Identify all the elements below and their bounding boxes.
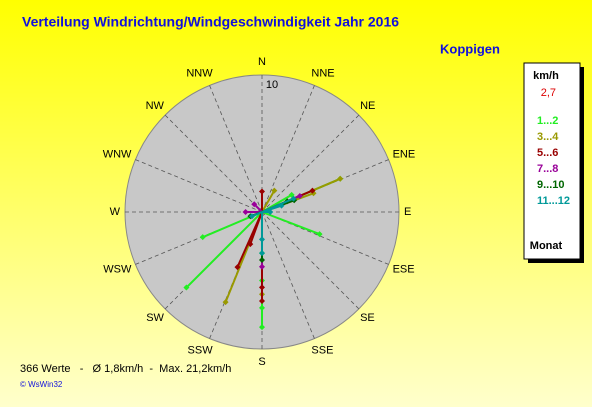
direction-label: NNW bbox=[186, 67, 213, 79]
point bbox=[183, 284, 190, 291]
direction-label: E bbox=[404, 206, 411, 218]
point bbox=[271, 187, 278, 194]
point bbox=[248, 213, 255, 220]
point bbox=[337, 175, 344, 182]
footer-stats: 366 Werte - Ø 1,8km/h - Max. 21,2km/h bbox=[20, 363, 231, 375]
legend-footer: Monat bbox=[530, 240, 563, 252]
spoke bbox=[261, 85, 315, 213]
point bbox=[290, 195, 297, 202]
legend bbox=[523, 62, 581, 260]
point bbox=[222, 299, 229, 306]
point bbox=[259, 263, 265, 270]
legend-label: 5...6 bbox=[537, 147, 558, 159]
ray bbox=[185, 211, 263, 289]
point bbox=[259, 304, 265, 311]
legend-label: 1...2 bbox=[537, 115, 558, 127]
direction-label: ENE bbox=[393, 149, 416, 161]
point bbox=[234, 264, 241, 271]
direction-label: WSW bbox=[103, 263, 132, 275]
point bbox=[259, 298, 265, 305]
legend-value: 2,7 bbox=[541, 87, 556, 99]
direction-label: ESE bbox=[393, 263, 415, 275]
r-tick-label: 10 bbox=[266, 79, 278, 91]
point bbox=[316, 231, 323, 238]
direction-label: NE bbox=[360, 100, 375, 112]
point bbox=[259, 256, 265, 263]
direction-label: SW bbox=[146, 312, 164, 324]
direction-label: SE bbox=[360, 312, 375, 324]
legend-label: 11...12 bbox=[537, 195, 570, 207]
chart-title: Verteilung Windrichtung/Windgeschwindigk… bbox=[22, 14, 399, 30]
direction-label: WNW bbox=[103, 149, 132, 161]
direction-label: S bbox=[258, 356, 265, 368]
spoke bbox=[164, 114, 263, 213]
point bbox=[267, 209, 274, 215]
direction-label: NW bbox=[146, 100, 165, 112]
direction-label: SSE bbox=[311, 344, 333, 356]
point bbox=[259, 250, 265, 257]
point bbox=[259, 324, 265, 331]
point bbox=[247, 241, 254, 248]
ray bbox=[249, 211, 263, 245]
legend-title: km/h bbox=[533, 70, 559, 82]
legend-label: 3...4 bbox=[537, 131, 559, 143]
point bbox=[242, 209, 249, 215]
ray bbox=[261, 211, 320, 236]
ray bbox=[261, 190, 276, 213]
legend-label: 7...8 bbox=[537, 163, 558, 175]
spoke bbox=[135, 159, 263, 213]
spoke bbox=[209, 85, 263, 213]
point bbox=[199, 234, 206, 241]
ray bbox=[261, 204, 282, 213]
point bbox=[251, 201, 258, 208]
point bbox=[309, 187, 316, 194]
point bbox=[296, 192, 303, 199]
station-name: Koppigen bbox=[440, 41, 500, 56]
direction-label: SSW bbox=[188, 344, 214, 356]
legend-label: 9...10 bbox=[537, 179, 565, 191]
direction-label: W bbox=[110, 206, 121, 218]
copyright: © WsWin32 bbox=[20, 380, 63, 389]
point bbox=[259, 188, 265, 195]
spoke bbox=[261, 211, 315, 339]
direction-label: N bbox=[258, 56, 266, 68]
direction-label: NNE bbox=[311, 67, 334, 79]
spoke bbox=[261, 114, 360, 213]
point bbox=[278, 202, 285, 209]
spoke bbox=[261, 211, 360, 310]
